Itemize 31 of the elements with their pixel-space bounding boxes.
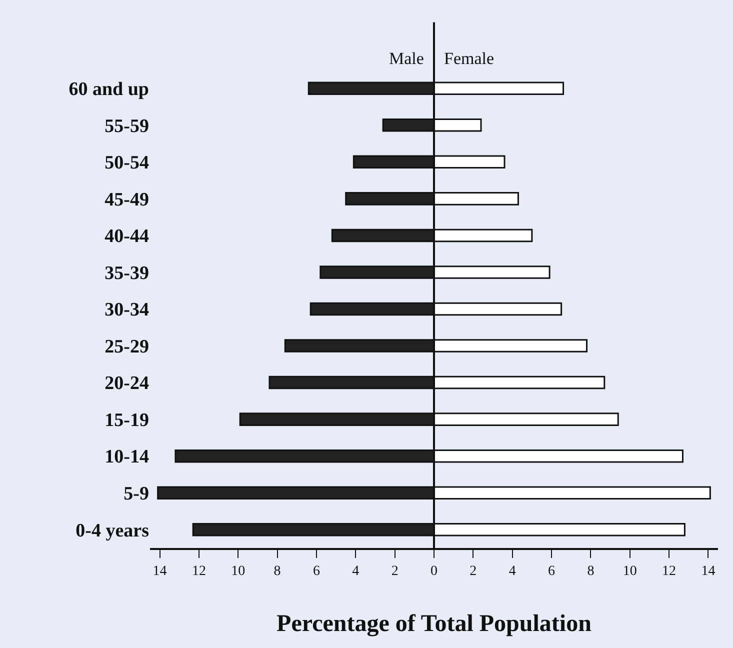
y-tick-label: 0-4 years (76, 520, 149, 542)
y-tick-label: 10-14 (104, 446, 150, 468)
x-tick-label: 8 (274, 564, 281, 579)
x-tick-label: 2 (391, 564, 398, 579)
x-tick-label: 4 (352, 564, 360, 579)
x-tick-label: 14 (152, 564, 167, 579)
series-label: Female (444, 49, 494, 68)
y-tick-label: 55-59 (104, 116, 149, 137)
x-tick-label: 10 (622, 564, 637, 579)
y-tick-label: 60 and up (68, 79, 149, 100)
x-tick-label: 4 (508, 564, 516, 579)
x-tick-label: 12 (192, 564, 206, 579)
x-tick-label: 2 (470, 564, 477, 579)
x-tick-label: 8 (587, 564, 594, 579)
x-tick-label: 6 (312, 564, 320, 579)
series-label: Male (389, 49, 424, 68)
y-tick-label: 50-54 (104, 152, 150, 174)
x-tick-label: 6 (548, 564, 556, 579)
x-tick-label: 0 (430, 564, 438, 579)
y-tick-label: 20-24 (104, 373, 150, 394)
x-axis-title: Percentage of Total Population (276, 611, 592, 637)
y-tick-label: 25-29 (104, 336, 149, 358)
y-tick-label: 30-34 (104, 300, 150, 321)
x-tick-label: 10 (231, 564, 246, 579)
x-tick-label: 14 (701, 564, 716, 579)
y-tick-label: 45-49 (104, 189, 149, 210)
y-tick-label: 40-44 (104, 226, 150, 248)
x-tick-label: 12 (662, 564, 676, 579)
y-tick-label: 5-9 (124, 484, 149, 504)
y-tick-label: 15-19 (104, 410, 149, 431)
y-tick-label: 35-39 (104, 262, 149, 284)
